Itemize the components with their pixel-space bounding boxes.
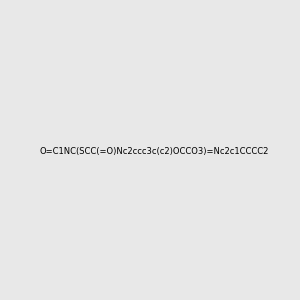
Text: O=C1NC(SCC(=O)Nc2ccc3c(c2)OCCO3)=Nc2c1CCCC2: O=C1NC(SCC(=O)Nc2ccc3c(c2)OCCO3)=Nc2c1CC… [39,147,268,156]
